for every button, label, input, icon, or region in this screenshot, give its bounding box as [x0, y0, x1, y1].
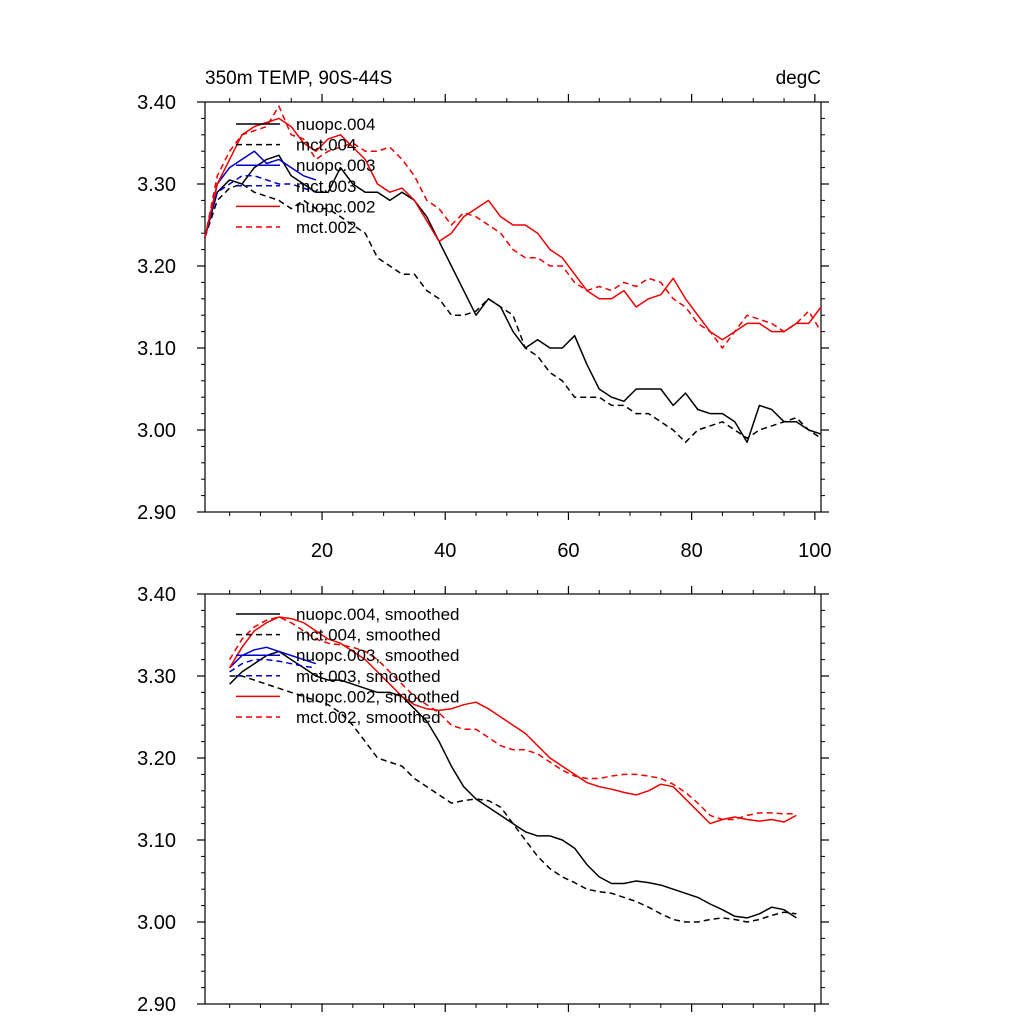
top-ytick-label: 3.00: [137, 420, 176, 442]
bottom-legend-label-mct-004-smoothed: mct.004, smoothed: [296, 626, 441, 645]
bottom-ytick-label: 3.30: [137, 666, 176, 688]
bottom-ytick-label: 3.40: [137, 584, 176, 606]
top-xtick-label: 60: [557, 540, 579, 562]
bottom-series-nuopc-004-smoothed: [229, 650, 797, 919]
bottom-series-nuopc-002-smoothed: [228, 616, 797, 825]
top-xtick-label: 20: [311, 540, 333, 562]
top-series-mct-002: [204, 105, 822, 349]
bottom-legend-label-nuopc-002-smoothed: nuopc.002, smoothed: [296, 687, 460, 706]
top-legend-label-nuopc-003: nuopc.003: [296, 156, 375, 175]
top-xtick-label: 40: [434, 540, 456, 562]
top-series-nuopc-004: [204, 154, 822, 444]
top-xtick-label: 80: [681, 540, 703, 562]
bottom-legend-label-mct-002-smoothed: mct.002, smoothed: [296, 708, 441, 727]
top-ytick-label: 3.30: [137, 174, 176, 196]
bottom-series-mct-003-smoothed: [229, 658, 316, 673]
panel-top: 2.90 3.00 3.10 3.20 3.30 3.40 20 40 60 80 100 nuopc…: [137, 92, 831, 562]
top-legend-label-nuopc-004: nuopc.004: [296, 115, 375, 134]
bottom-ytick-label: 3.10: [137, 830, 176, 852]
top-series-mct-003: [204, 175, 317, 238]
bottom-legend-label-nuopc-003-smoothed: nuopc.003, smoothed: [296, 646, 460, 665]
bottom-legend-label-nuopc-004-smoothed: nuopc.004, smoothed: [296, 605, 460, 624]
top-legend-label-mct-002: mct.002: [296, 218, 356, 237]
top-ytick-label: 2.90: [137, 502, 176, 524]
bottom-ytick-label: 3.20: [137, 748, 176, 770]
top-series-nuopc-003: [204, 150, 317, 238]
top-legend-label-mct-003: mct.003: [296, 177, 356, 196]
chart-title: 350m TEMP, 90S-44S: [205, 68, 392, 89]
bottom-ytick-label: 3.00: [137, 912, 176, 934]
top-ytick-label: 3.20: [137, 256, 176, 278]
panel-bottom: 2.90 3.00 3.10 3.20 3.30 3.40 nuopc.004, smoot…: [137, 584, 829, 1016]
bottom-series-mct-002-smoothed: [228, 616, 797, 821]
top-legend-label-mct-004: mct.004: [296, 136, 356, 155]
top-legend-label-nuopc-002: nuopc.002: [296, 197, 375, 216]
bottom-ytick-label: 2.90: [137, 994, 176, 1016]
bottom-plot-frame: [204, 593, 822, 1005]
top-xtick-label: 100: [798, 540, 831, 562]
bottom-legend-label-mct-003-smoothed: mct.003, smoothed: [296, 667, 441, 686]
top-series-mct-004: [204, 183, 822, 444]
chart-units: degC: [776, 68, 821, 89]
top-ytick-label: 3.10: [137, 338, 176, 360]
top-ytick-label: 3.40: [137, 92, 176, 114]
